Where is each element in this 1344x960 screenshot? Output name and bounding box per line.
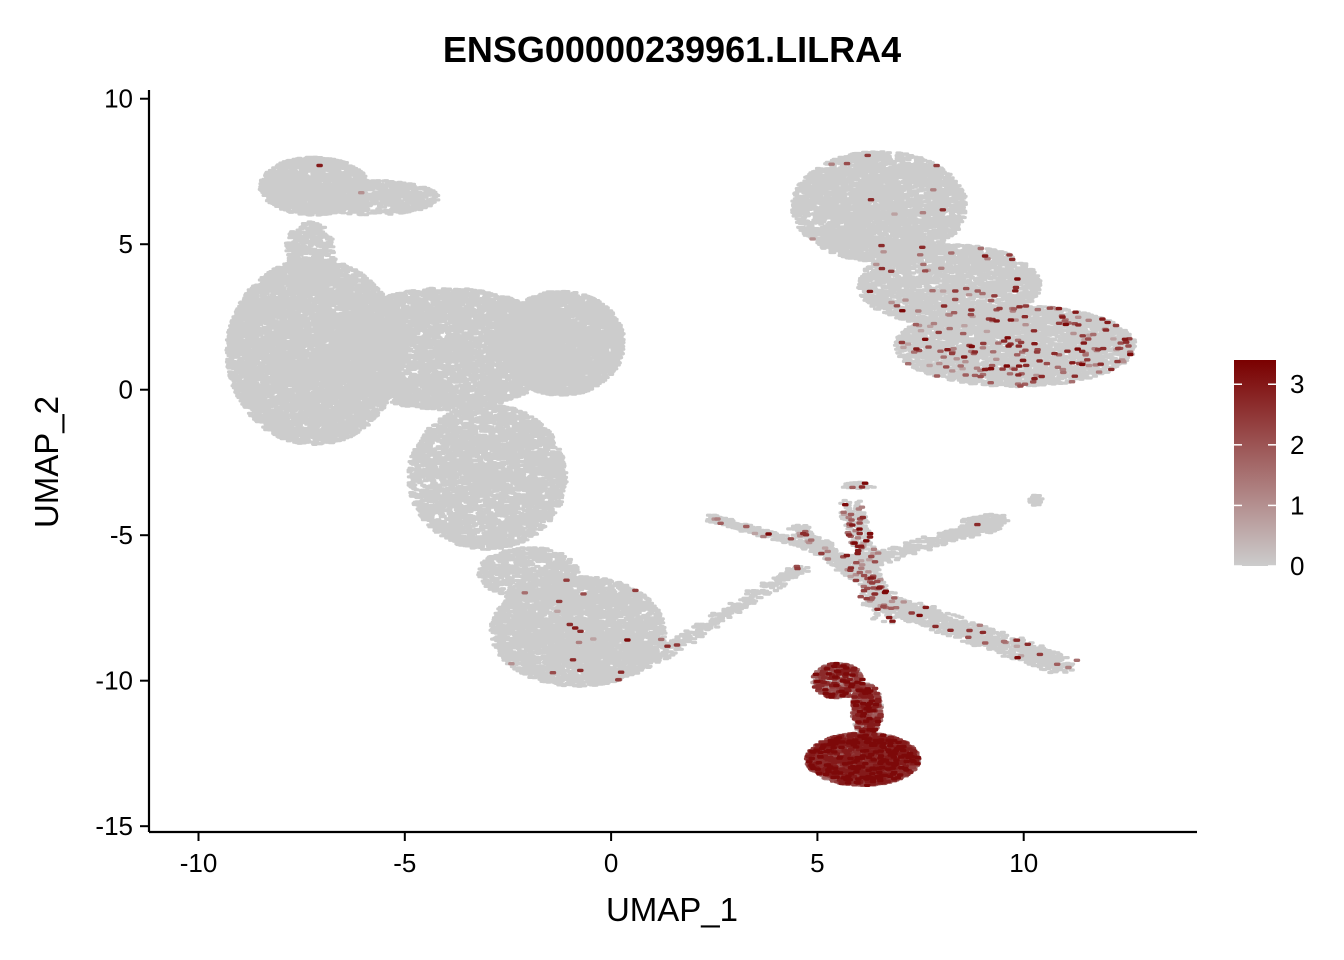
x-tick-label: 5 — [810, 848, 824, 878]
data-points — [224, 150, 1138, 787]
colorbar-tick-label: 2 — [1290, 430, 1304, 460]
y-tick-label: 0 — [119, 375, 133, 405]
y-tick-label: 10 — [104, 84, 133, 114]
x-axis-label: UMAP_1 — [606, 891, 738, 928]
y-tick-label: -15 — [95, 811, 133, 841]
x-axis-ticks: -10 -5 0 5 10 — [180, 832, 1038, 878]
y-axis-ticks: 10 5 0 -5 -10 -15 — [95, 84, 149, 841]
y-tick-label: -5 — [110, 520, 133, 550]
x-tick-label: 10 — [1009, 848, 1038, 878]
chart-title: ENSG00000239961.LILRA4 — [443, 29, 901, 70]
x-tick-label: -10 — [180, 848, 218, 878]
colorbar-tick-label: 1 — [1290, 490, 1304, 520]
expressed-cells — [624, 277, 1134, 787]
x-tick-label: -5 — [393, 848, 416, 878]
colorbar-ticks: 0 1 2 3 — [1234, 369, 1304, 581]
colorbar — [1234, 360, 1276, 566]
x-tick-label: 0 — [604, 848, 618, 878]
y-tick-label: -10 — [95, 666, 133, 696]
y-axis-label: UMAP_2 — [28, 396, 65, 528]
colorbar-tick-label: 0 — [1290, 551, 1304, 581]
colorbar-tick-label: 3 — [1290, 369, 1304, 399]
y-tick-label: 5 — [119, 229, 133, 259]
